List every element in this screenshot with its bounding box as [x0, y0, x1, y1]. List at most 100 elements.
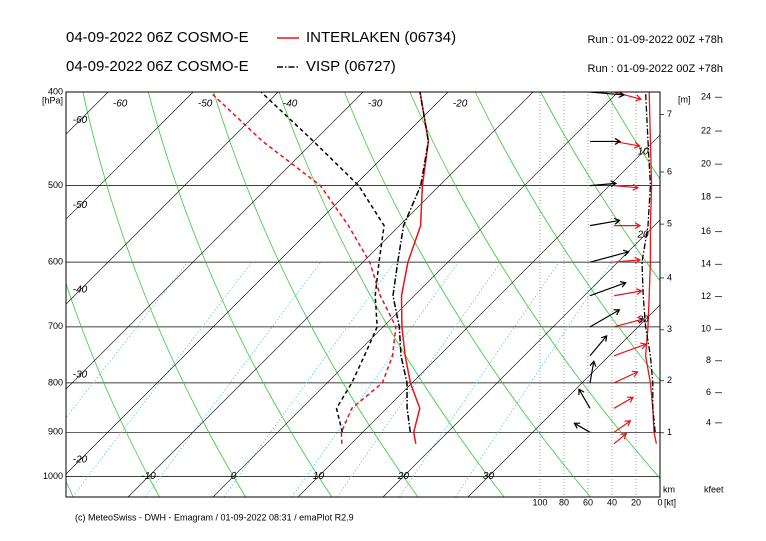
kfeet-tick-label: 18	[701, 192, 711, 202]
kfeet-label: kfeet	[704, 484, 724, 494]
mixing-ratio-line	[455, 261, 612, 497]
km-tick-label: 7	[667, 109, 672, 119]
wind-tick-label: 100	[532, 497, 547, 507]
isotherm	[66, 92, 279, 305]
dry-adiabat	[278, 92, 505, 497]
isotherm-label: -40	[283, 99, 298, 110]
dewpoint-profile	[260, 92, 385, 433]
isotherm	[382, 219, 660, 497]
wind-tick-label: 60	[583, 497, 593, 507]
temperature-profile	[392, 92, 430, 433]
y-tick-label: 600	[48, 257, 63, 267]
isotherm-label: -50	[73, 200, 88, 211]
km-tick-label: 1	[667, 427, 672, 437]
isotherm	[212, 92, 619, 497]
isotherm-label: -60	[73, 115, 88, 126]
isotherm	[467, 304, 660, 497]
isotherm-label: -10	[141, 471, 156, 482]
wind-arrow	[589, 281, 627, 297]
title-model: 04-09-2022 06Z COSMO-E	[66, 58, 249, 75]
kfeet-tick-label: 4	[706, 417, 711, 427]
wind-tick-label: 0	[657, 497, 662, 507]
wind-arrow	[573, 422, 591, 433]
wind-arrow	[613, 342, 648, 357]
wind-axis-label: [kt]	[664, 497, 676, 507]
isotherm-label: -20	[73, 455, 88, 466]
y-tick-label: 700	[48, 321, 63, 331]
kfeet-tick-label: 6	[706, 387, 711, 397]
y-tick-label: 400	[48, 86, 63, 96]
isotherm	[127, 92, 534, 497]
wind-arrow	[589, 180, 618, 188]
dry-adiabat	[540, 92, 660, 282]
wind-arrow	[589, 309, 621, 328]
dewpoint-profile	[209, 92, 397, 444]
dry-adiabat	[82, 92, 246, 497]
plot-area	[66, 92, 660, 497]
dry-adiabat	[605, 92, 660, 180]
isotherm-label: 30	[483, 471, 495, 482]
km-label: km	[663, 484, 675, 494]
mixing-ratio-line	[291, 261, 459, 497]
mixing-ratio-line	[336, 261, 502, 497]
isotherm	[66, 92, 364, 390]
dry-adiabat	[344, 92, 591, 497]
isotherm	[297, 134, 660, 497]
wind-arrow	[589, 217, 621, 227]
isotherm	[66, 92, 449, 475]
y-tick-label: 900	[48, 427, 63, 437]
mixing-ratio-line	[223, 261, 395, 497]
kfeet-tick-label: 20	[701, 158, 711, 168]
y-tick-label: 800	[48, 377, 63, 387]
isotherm-label: -30	[368, 99, 383, 110]
isotherm-label: -60	[113, 99, 128, 110]
wind-arrow	[589, 249, 630, 263]
kfeet-tick-label: 8	[706, 355, 711, 365]
isotherm-label: 0	[231, 471, 237, 482]
title-station: INTERLAKEN (06734)	[306, 29, 456, 46]
wind-arrow	[589, 360, 597, 383]
km-tick-label: 3	[667, 324, 672, 334]
wind-arrow	[613, 396, 635, 409]
wind-tick-label: 40	[607, 497, 617, 507]
wind-tick-label: 20	[631, 497, 641, 507]
wind-arrow	[613, 316, 645, 328]
isotherm-label: -30	[73, 370, 88, 381]
kfeet-tick-label: 22	[701, 125, 711, 135]
height-m-label: [m]	[678, 94, 691, 104]
annotation: 20	[636, 230, 649, 241]
wind-arrow	[613, 420, 632, 433]
isotherm-label: -50	[198, 99, 213, 110]
isotherm-label: 10	[313, 471, 325, 482]
wind-arrow	[590, 137, 622, 145]
annotation: 10	[637, 147, 649, 158]
dry-adiabat	[147, 92, 333, 497]
run-info: Run : 01-09-2022 00Z +78h	[588, 34, 723, 46]
kfeet-tick-label: 16	[701, 226, 711, 236]
y-tick-label: 1000	[43, 471, 63, 481]
title-model: 04-09-2022 06Z COSMO-E	[66, 29, 249, 46]
isotherm-label: -40	[73, 285, 88, 296]
wind-tick-label: 80	[559, 497, 569, 507]
run-info: Run : 01-09-2022 00Z +78h	[588, 63, 723, 75]
wind-arrow	[613, 92, 643, 102]
wind-arrow	[613, 432, 628, 445]
isotherm-label: -20	[453, 99, 468, 110]
wind-arrow	[613, 256, 642, 264]
km-tick-label: 6	[667, 166, 672, 176]
title-station: VISP (06727)	[306, 58, 396, 75]
dry-adiabat	[213, 92, 419, 497]
isotherm	[66, 92, 194, 220]
mixing-ratio-line	[72, 261, 253, 497]
wind-arrow	[613, 370, 639, 384]
y-tick-label: 500	[48, 180, 63, 190]
km-tick-label: 5	[667, 218, 672, 228]
wind-arrow	[613, 183, 640, 191]
footer: (c) MeteoSwiss - DWH - Emagram / 01-09-2…	[75, 512, 354, 522]
annotation: 30	[637, 315, 649, 326]
wind-arrow	[589, 334, 608, 357]
kfeet-tick-label: 12	[701, 291, 711, 301]
kfeet-tick-label: 14	[701, 259, 711, 269]
kfeet-tick-label: 10	[701, 324, 711, 334]
